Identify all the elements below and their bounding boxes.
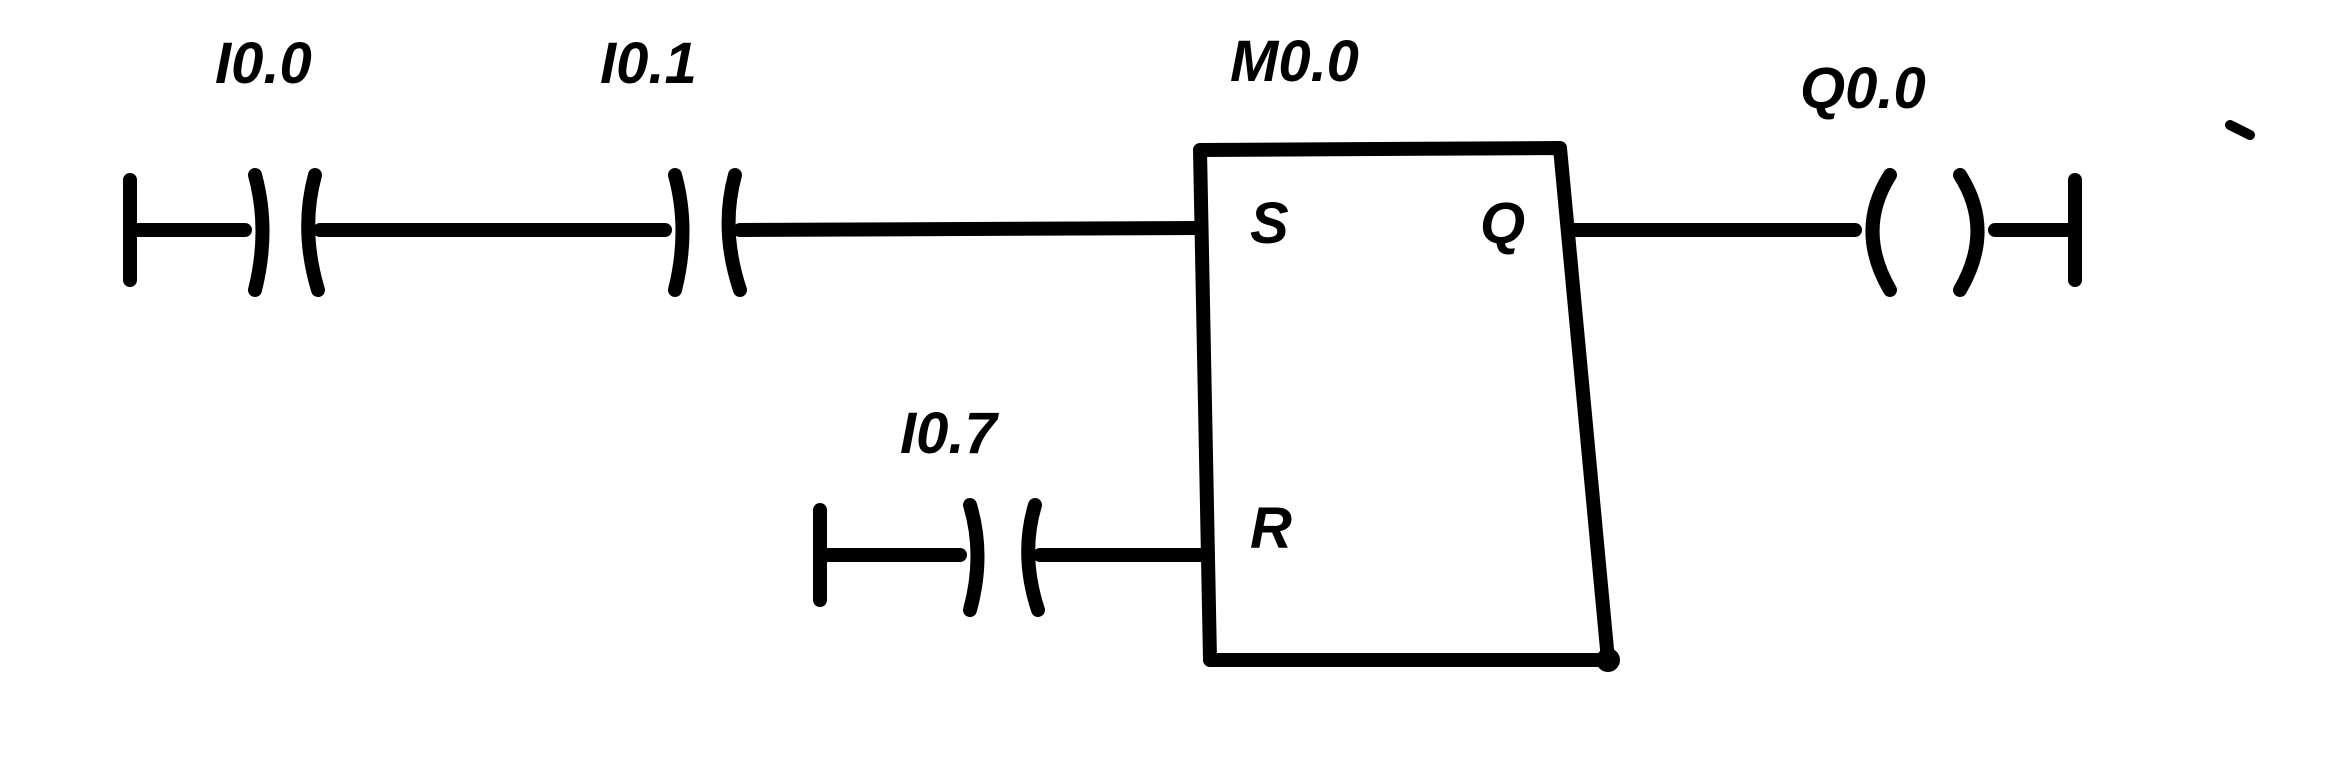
coil-q00-right xyxy=(1960,175,1978,290)
sr-block-corner-dot xyxy=(1596,648,1620,672)
stray-mark xyxy=(2230,125,2250,135)
label-i01: I0.1 xyxy=(600,30,697,97)
contact-i07-left xyxy=(970,505,978,610)
label-i07: I0.7 xyxy=(900,400,997,467)
ladder-diagram xyxy=(0,0,2328,760)
contact-i01-left xyxy=(675,175,683,290)
wire-3 xyxy=(740,228,1200,230)
coil-q00-left xyxy=(1873,175,1891,290)
block-input-r: R xyxy=(1250,495,1292,562)
contact-i00-left xyxy=(255,175,263,290)
block-input-s: S xyxy=(1250,190,1289,257)
label-m00: M0.0 xyxy=(1230,28,1359,95)
label-i00: I0.0 xyxy=(215,30,312,97)
block-output-q: Q xyxy=(1480,190,1525,257)
label-q00: Q0.0 xyxy=(1800,55,1926,122)
